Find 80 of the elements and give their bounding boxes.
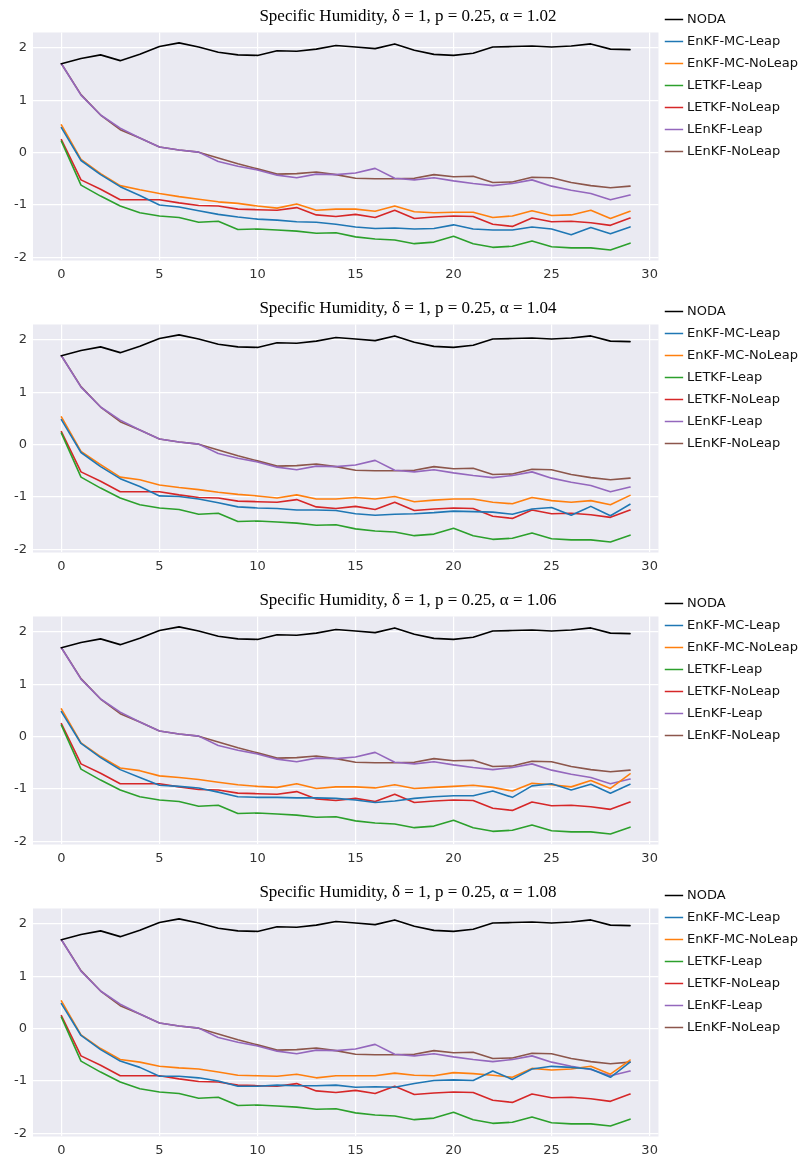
x-tick-label: 30 xyxy=(641,849,658,865)
legend-label: LEnKF-Leap xyxy=(686,996,763,1012)
legend-label: LEnKF-NoLeap xyxy=(686,726,781,742)
x-tick-label: 10 xyxy=(249,265,266,281)
x-tick-label: 0 xyxy=(57,849,66,865)
x-tick-label: 25 xyxy=(543,557,560,573)
x-tick-label: 10 xyxy=(249,1141,266,1157)
x-tick-label: 5 xyxy=(155,1141,164,1157)
y-tick-label: 2 xyxy=(18,623,27,639)
x-tick-label: 25 xyxy=(543,265,560,281)
legend-label: LETKF-Leap xyxy=(686,952,763,968)
x-tick-label: 5 xyxy=(155,557,164,573)
legend-label: EnKF-MC-NoLeap xyxy=(686,346,799,362)
legend-label: NODA xyxy=(686,886,726,902)
legend-label: EnKF-MC-Leap xyxy=(686,32,781,48)
y-tick-label: -2 xyxy=(13,832,27,848)
y-tick-label: -2 xyxy=(13,248,27,264)
y-tick-label: -2 xyxy=(13,540,27,556)
x-tick-label: 0 xyxy=(57,1141,66,1157)
legend-label: LETKF-Leap xyxy=(686,368,763,384)
legend-label: NODA xyxy=(686,10,726,26)
legend-label: LETKF-NoLeap xyxy=(686,974,780,990)
legend-label: EnKF-MC-Leap xyxy=(686,324,781,340)
y-tick-label: 1 xyxy=(18,967,27,983)
x-tick-label: 0 xyxy=(57,265,66,281)
legend-label: LEnKF-Leap xyxy=(686,412,763,428)
x-tick-label: 20 xyxy=(445,1141,462,1157)
y-tick-label: 1 xyxy=(18,675,27,691)
x-tick-label: 20 xyxy=(445,265,462,281)
y-tick-label: -2 xyxy=(13,1124,27,1140)
x-tick-label: 15 xyxy=(347,265,364,281)
x-tick-label: 30 xyxy=(641,1141,658,1157)
x-tick-label: 15 xyxy=(347,557,364,573)
y-tick-label: 1 xyxy=(18,383,27,399)
x-tick-label: 20 xyxy=(445,557,462,573)
y-tick-label: -1 xyxy=(13,780,27,796)
y-tick-label: -1 xyxy=(13,488,27,504)
y-tick-label: 2 xyxy=(18,915,27,931)
chart-title: Specific Humidity, δ = 1, p = 0.25, α = 1.02 xyxy=(259,5,557,25)
legend-label: LETKF-Leap xyxy=(686,660,763,676)
x-tick-label: 25 xyxy=(543,1141,560,1157)
legend-label: EnKF-MC-Leap xyxy=(686,908,781,924)
legend-label: EnKF-MC-Leap xyxy=(686,616,781,632)
x-tick-label: 30 xyxy=(641,557,658,573)
x-tick-label: 0 xyxy=(57,557,66,573)
chart-title: Specific Humidity, δ = 1, p = 0.25, α = 1.04 xyxy=(259,297,558,317)
legend-label: LETKF-NoLeap xyxy=(686,390,780,406)
y-tick-label: -1 xyxy=(13,1072,27,1088)
y-tick-label: 1 xyxy=(18,91,27,107)
y-tick-label: -1 xyxy=(13,196,27,212)
x-tick-label: 30 xyxy=(641,265,658,281)
chart-title: Specific Humidity, δ = 1, p = 0.25, α = 1.08 xyxy=(259,881,557,901)
legend-label: LETKF-NoLeap xyxy=(686,682,780,698)
chart-title: Specific Humidity, δ = 1, p = 0.25, α = 1.06 xyxy=(259,589,557,609)
x-tick-label: 5 xyxy=(155,265,164,281)
y-tick-label: 0 xyxy=(18,1020,27,1036)
x-tick-label: 10 xyxy=(249,557,266,573)
legend-label: LEnKF-NoLeap xyxy=(686,434,781,450)
y-tick-label: 0 xyxy=(18,436,27,452)
legend-label: NODA xyxy=(686,594,726,610)
legend-label: EnKF-MC-NoLeap xyxy=(686,930,799,946)
x-tick-label: 15 xyxy=(347,849,364,865)
legend-label: LETKF-NoLeap xyxy=(686,98,780,114)
y-tick-label: 2 xyxy=(18,39,27,55)
x-tick-label: 20 xyxy=(445,849,462,865)
legend-label: LEnKF-Leap xyxy=(686,120,763,136)
legend-label: EnKF-MC-NoLeap xyxy=(686,638,799,654)
y-tick-label: 0 xyxy=(18,728,27,744)
legend-label: LEnKF-NoLeap xyxy=(686,142,781,158)
legend-label: NODA xyxy=(686,302,726,318)
x-tick-label: 5 xyxy=(155,849,164,865)
legend-label: LEnKF-NoLeap xyxy=(686,1018,781,1034)
x-tick-label: 10 xyxy=(249,849,266,865)
y-tick-label: 2 xyxy=(18,331,27,347)
x-tick-label: 25 xyxy=(543,849,560,865)
legend-label: LETKF-Leap xyxy=(686,76,763,92)
legend-label: LEnKF-Leap xyxy=(686,704,763,720)
y-tick-label: 0 xyxy=(18,144,27,160)
legend-label: EnKF-MC-NoLeap xyxy=(686,54,799,70)
x-tick-label: 15 xyxy=(347,1141,364,1157)
